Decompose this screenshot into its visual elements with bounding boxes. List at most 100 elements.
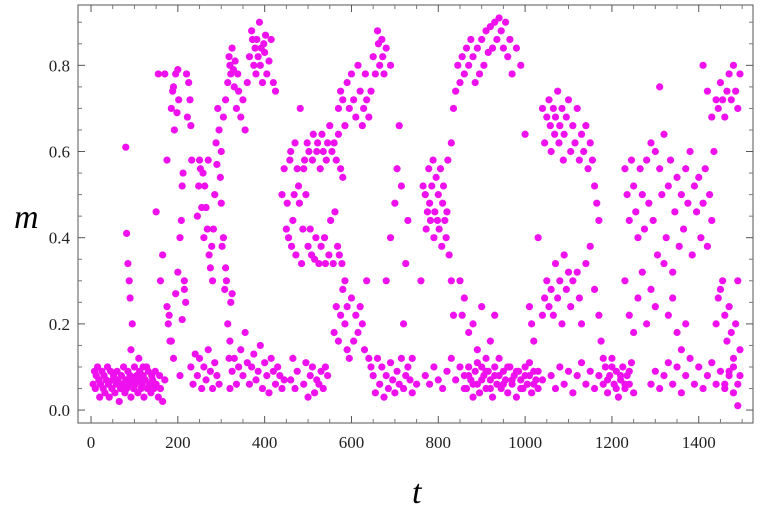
data-point bbox=[508, 380, 516, 388]
data-point bbox=[352, 113, 360, 121]
data-point bbox=[302, 359, 310, 367]
data-point bbox=[532, 376, 540, 384]
data-point bbox=[419, 182, 427, 190]
x-tick-label: 1400 bbox=[682, 433, 716, 452]
data-point bbox=[248, 363, 256, 371]
data-point bbox=[625, 311, 633, 319]
data-point bbox=[254, 367, 262, 375]
data-point bbox=[434, 376, 442, 384]
data-point bbox=[239, 371, 247, 380]
data-point bbox=[232, 104, 241, 113]
data-point bbox=[554, 87, 562, 95]
data-point bbox=[299, 225, 307, 233]
x-tick-label: 400 bbox=[252, 433, 278, 452]
data-point bbox=[597, 337, 605, 345]
data-point bbox=[182, 70, 191, 78]
data-point bbox=[338, 259, 346, 268]
data-point bbox=[169, 354, 178, 362]
data-point bbox=[199, 169, 207, 177]
data-point bbox=[182, 298, 190, 306]
data-point bbox=[454, 61, 462, 69]
data-point bbox=[263, 70, 271, 78]
data-point bbox=[525, 303, 534, 311]
data-point bbox=[630, 182, 638, 190]
data-point bbox=[304, 242, 312, 250]
data-point bbox=[163, 303, 171, 311]
data-point bbox=[345, 104, 353, 113]
data-point bbox=[261, 359, 269, 367]
data-point bbox=[200, 363, 208, 371]
data-point bbox=[523, 380, 531, 388]
data-point bbox=[180, 277, 188, 285]
data-point bbox=[226, 384, 234, 393]
data-point bbox=[195, 156, 204, 164]
data-point bbox=[721, 380, 729, 388]
data-point bbox=[358, 320, 366, 328]
data-point bbox=[195, 354, 204, 362]
data-point bbox=[204, 156, 212, 164]
data-point bbox=[321, 363, 330, 371]
data-point bbox=[312, 234, 320, 242]
data-point bbox=[124, 259, 132, 268]
data-point bbox=[575, 156, 583, 164]
data-point bbox=[178, 182, 186, 190]
data-point bbox=[332, 303, 340, 311]
data-point bbox=[521, 130, 529, 138]
data-point bbox=[255, 18, 264, 26]
data-point bbox=[193, 371, 201, 380]
data-point bbox=[376, 380, 384, 388]
data-point bbox=[198, 384, 206, 393]
data-point bbox=[577, 359, 586, 367]
data-point bbox=[460, 70, 468, 78]
data-point bbox=[521, 363, 529, 371]
data-point bbox=[122, 143, 130, 151]
data-point bbox=[506, 363, 514, 371]
data-point bbox=[111, 389, 119, 397]
data-point bbox=[736, 371, 744, 380]
data-point bbox=[684, 199, 692, 207]
data-point bbox=[712, 96, 720, 104]
data-point bbox=[716, 367, 725, 375]
data-point bbox=[432, 173, 440, 181]
data-point bbox=[185, 78, 193, 87]
data-point bbox=[300, 156, 309, 164]
data-point bbox=[135, 354, 143, 362]
axis-tick-labels: 0 200 400 600 800 1000 1200 1400 0.0 0.2 0.4 0.6 0.8 bbox=[49, 56, 716, 452]
data-point bbox=[723, 337, 731, 345]
data-point bbox=[183, 113, 191, 121]
data-point bbox=[429, 156, 437, 164]
data-point bbox=[260, 40, 268, 48]
data-point bbox=[363, 96, 371, 104]
data-point bbox=[426, 216, 435, 225]
data-point bbox=[213, 371, 221, 380]
data-point bbox=[551, 130, 559, 138]
data-point bbox=[241, 126, 249, 134]
data-point bbox=[443, 367, 451, 375]
data-point bbox=[439, 384, 447, 393]
data-point bbox=[187, 363, 195, 371]
data-point bbox=[612, 367, 620, 375]
data-point bbox=[408, 389, 416, 397]
data-point bbox=[251, 44, 259, 52]
data-point bbox=[567, 303, 575, 311]
data-point bbox=[382, 371, 390, 380]
data-point bbox=[180, 285, 188, 294]
x-tick-label: 1200 bbox=[595, 433, 629, 452]
data-point bbox=[444, 156, 452, 164]
data-point bbox=[465, 363, 473, 371]
data-point bbox=[708, 113, 716, 121]
data-point bbox=[154, 70, 162, 78]
data-point bbox=[152, 208, 160, 216]
data-point bbox=[712, 320, 720, 328]
data-point bbox=[703, 371, 712, 380]
data-point bbox=[356, 87, 364, 95]
data-point bbox=[656, 165, 664, 173]
data-point bbox=[501, 18, 510, 26]
data-point bbox=[547, 147, 555, 156]
data-point bbox=[345, 354, 353, 362]
data-point bbox=[501, 376, 510, 384]
data-point bbox=[208, 277, 217, 285]
data-point bbox=[456, 363, 464, 371]
data-point bbox=[267, 354, 275, 362]
data-point bbox=[280, 165, 288, 173]
